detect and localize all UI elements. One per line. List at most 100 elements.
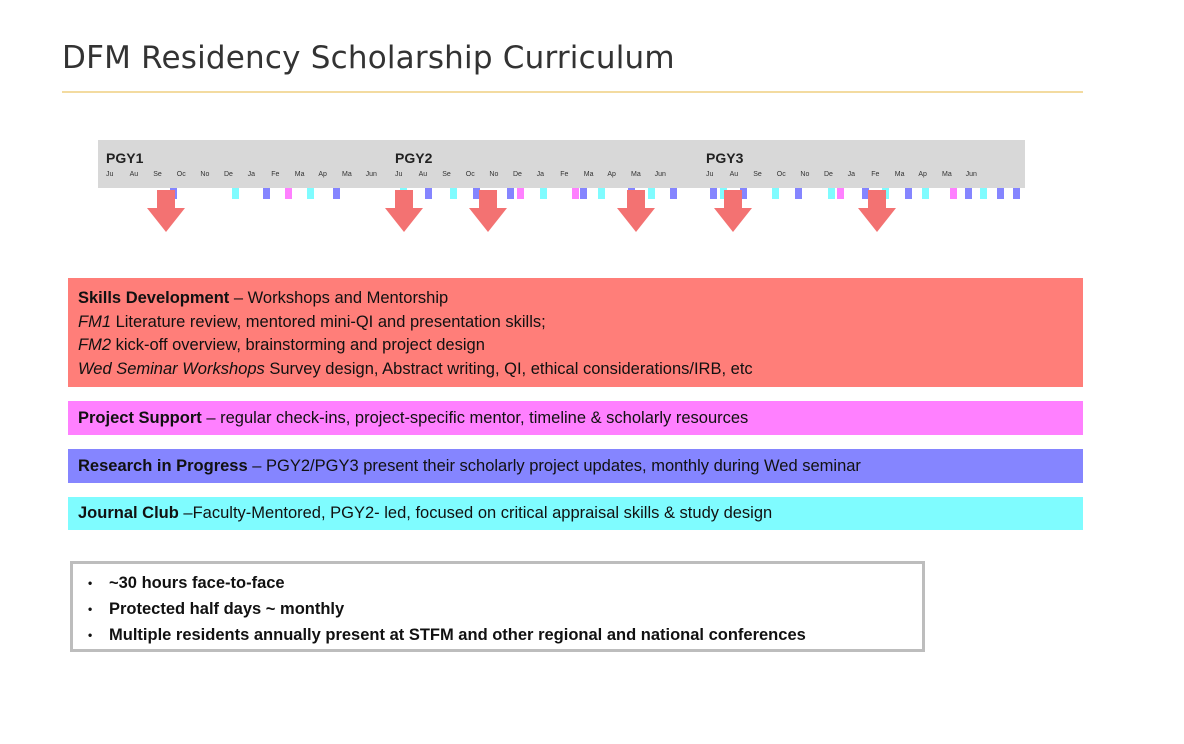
summary-box: • ~30 hours face-to-face • Protected half … xyxy=(70,561,925,652)
activity-mark xyxy=(795,188,802,199)
activity-mark xyxy=(670,188,677,199)
activity-mark xyxy=(232,188,239,199)
bullet-icon: • xyxy=(88,602,93,616)
activity-mark xyxy=(720,188,727,199)
summary-item-text: ~30 hours face-to-face xyxy=(109,574,285,592)
skills-heading: Skills Development xyxy=(78,289,230,307)
month-label: Ma xyxy=(942,171,952,178)
month-label: Ap xyxy=(918,171,927,178)
jc-heading: Journal Club xyxy=(78,504,179,522)
activity-mark xyxy=(905,188,912,199)
activity-mark xyxy=(572,188,579,199)
activity-mark xyxy=(710,188,717,199)
month-label: Fe xyxy=(871,171,880,178)
month-label: No xyxy=(489,171,499,178)
pgy2-label: PGY2 xyxy=(395,150,433,166)
research-in-progress-band: Research in Progress – PGY2/PGY3 present… xyxy=(68,449,1083,483)
month-label: Jun xyxy=(654,171,666,178)
month-label: Ap xyxy=(607,171,616,178)
month-label: Ma xyxy=(583,171,594,178)
month-label: Ja xyxy=(847,171,855,178)
month-label: Ma xyxy=(631,171,641,178)
month-label: Ma xyxy=(294,171,305,178)
rip-heading: Research in Progress xyxy=(78,457,248,475)
month-label: Ju xyxy=(706,171,714,178)
activity-mark xyxy=(772,188,779,199)
month-label: De xyxy=(513,171,522,178)
title-underline xyxy=(62,91,1083,93)
skills-fm1-label: FM1 xyxy=(78,312,111,331)
skills-line-fm2: FM2 kick-off overview, brainstorming and… xyxy=(78,334,1083,358)
activity-mark xyxy=(997,188,1004,199)
skills-heading-line: Skills Development – Workshops and Mento… xyxy=(78,287,1083,311)
activity-mark xyxy=(507,188,514,199)
month-label: Oc xyxy=(176,171,186,178)
skills-seminar-label: Wed Seminar Workshops xyxy=(78,359,265,378)
month-label: Oc xyxy=(776,171,786,178)
skills-seminar-text: Survey design, Abstract writing, QI, eth… xyxy=(264,359,753,378)
skills-development-band: Skills Development – Workshops and Mento… xyxy=(68,278,1083,387)
activity-mark xyxy=(425,188,432,199)
page-title: DFM Residency Scholarship Curriculum xyxy=(62,40,675,76)
month-label: Se xyxy=(753,171,762,178)
month-label: Au xyxy=(418,171,428,178)
pgy3-label: PGY3 xyxy=(706,150,744,166)
bullet-icon: • xyxy=(88,628,93,642)
skills-heading-rest: – Workshops and Mentorship xyxy=(229,289,449,307)
support-heading: Project Support xyxy=(78,409,202,427)
activity-mark xyxy=(950,188,957,199)
activity-mark xyxy=(922,188,929,199)
month-label: Au xyxy=(129,171,139,178)
month-label: Ju xyxy=(395,171,403,178)
activity-mark xyxy=(263,188,270,199)
month-label: De xyxy=(824,171,833,178)
summary-item: • Multiple residents annually present at … xyxy=(83,622,922,648)
month-label: Se xyxy=(442,171,451,178)
activity-mark xyxy=(473,188,480,199)
month-label: Ap xyxy=(318,171,327,178)
jc-text: –Faculty-Mentored, PGY2- led, focused on… xyxy=(178,504,773,522)
month-label: Au xyxy=(729,171,739,178)
skills-line-fm1: FM1 Literature review, mentored mini-QI … xyxy=(78,311,1083,335)
activity-mark xyxy=(580,188,587,199)
bullet-icon: • xyxy=(88,576,93,590)
month-label: Ju xyxy=(106,171,114,178)
skills-fm1-text: Literature review, mentored mini-QI and … xyxy=(111,312,546,331)
skills-line-seminar: Wed Seminar Workshops Survey design, Abs… xyxy=(78,358,1083,382)
summary-list: • ~30 hours face-to-face • Protected half … xyxy=(83,570,922,648)
timeline-bar: PGY1 PGY2 PGY3 Ju Au Se Oc No De Ja Fe Ma Ap Ma Jun… xyxy=(98,140,1025,188)
skills-fm2-text: kick-off overview, brainstorming and pro… xyxy=(111,336,485,354)
activity-mark xyxy=(740,188,747,199)
activity-mark xyxy=(1013,188,1020,199)
month-label: Fe xyxy=(271,171,280,178)
skills-fm2-label: FM2 xyxy=(78,336,111,354)
pgy1-label: PGY1 xyxy=(106,150,144,166)
month-label: Oc xyxy=(465,171,475,178)
activity-mark xyxy=(598,188,605,199)
support-text: – regular check-ins, project-specific me… xyxy=(201,409,749,427)
activity-mark xyxy=(540,188,547,199)
month-label: Jun xyxy=(365,171,377,178)
month-label: Ja xyxy=(536,171,544,178)
activity-mark xyxy=(285,188,292,199)
summary-item-text: Multiple residents annually present at S… xyxy=(109,626,806,644)
month-label: Ma xyxy=(894,171,905,178)
activity-mark xyxy=(965,188,972,199)
month-label: Se xyxy=(153,171,162,178)
activity-mark xyxy=(862,188,869,199)
activity-mark xyxy=(980,188,987,199)
activity-mark xyxy=(333,188,340,199)
activity-mark xyxy=(517,188,524,199)
summary-item: • Protected half days ~ monthly xyxy=(83,596,922,622)
rip-text: – PGY2/PGY3 present their scholarly proj… xyxy=(247,457,861,475)
project-support-band: Project Support – regular check-ins, pro… xyxy=(68,401,1083,435)
activity-mark xyxy=(307,188,314,199)
activity-mark xyxy=(648,188,655,199)
month-label: De xyxy=(224,171,233,178)
activity-mark xyxy=(450,188,457,199)
month-label: No xyxy=(200,171,210,178)
activity-mark xyxy=(837,188,844,199)
month-label: Ma xyxy=(342,171,352,178)
month-label: Ja xyxy=(247,171,255,178)
summary-item-text: Protected half days ~ monthly xyxy=(109,600,345,618)
